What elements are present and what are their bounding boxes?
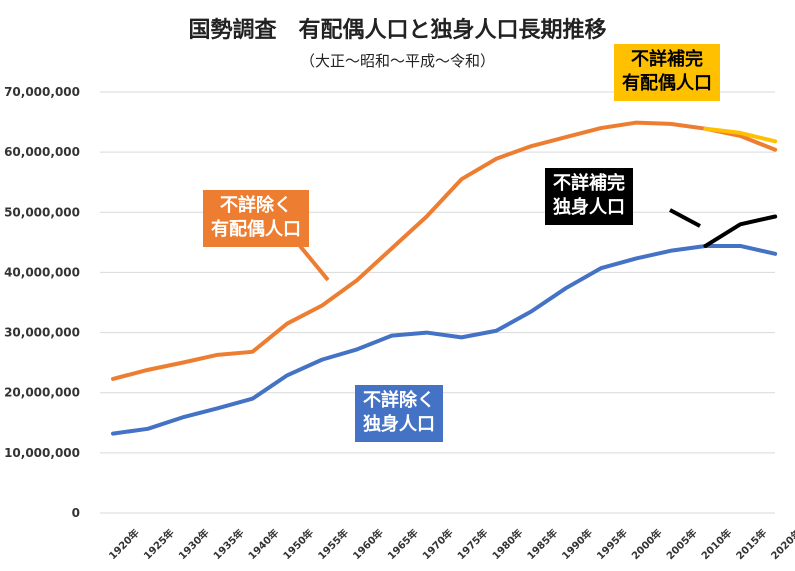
y-tick-label: 0 <box>72 506 80 520</box>
y-tick-label: 40,000,000 <box>4 265 80 279</box>
x-tick-label: 1930年 <box>176 526 212 562</box>
y-tick-label: 10,000,000 <box>4 446 80 460</box>
legend-single: 不詳除く 独身人口 <box>355 385 443 442</box>
legend-married: 不詳除く 有配偶人口 <box>203 190 309 247</box>
x-tick-label: 2005年 <box>664 526 700 562</box>
x-tick-label: 1925年 <box>141 526 177 562</box>
x-tick-label: 1995年 <box>594 526 630 562</box>
y-tick-label: 60,000,000 <box>4 145 80 159</box>
y-tick-label: 70,000,000 <box>4 85 80 99</box>
chart-title: 国勢調査 有配偶人口と独身人口長期推移 <box>188 18 607 43</box>
y-tick-label: 50,000,000 <box>4 205 80 219</box>
series-line-single <box>111 243 778 436</box>
series-lines <box>111 120 778 436</box>
x-tick-label: 1965年 <box>385 526 421 562</box>
legend-married-imputed: 不詳補完 有配偶人口 <box>614 44 720 101</box>
series-line-single_imputed <box>703 214 778 248</box>
x-tick-label: 2000年 <box>629 526 665 562</box>
x-tick-label: 1975年 <box>454 526 490 562</box>
x-tick-label: 1935年 <box>210 526 246 562</box>
x-tick-label: 1960年 <box>350 526 386 562</box>
x-tick-label: 2015年 <box>733 526 769 562</box>
legend-single-imputed: 不詳補完 独身人口 <box>545 168 633 225</box>
x-tick-label: 1955年 <box>315 526 351 562</box>
pointer-single-imputed <box>669 208 701 228</box>
chart-subtitle: （大正〜昭和〜平成〜令和） <box>299 52 495 70</box>
x-tick-label: 1940年 <box>245 526 281 562</box>
x-tick-label: 1950年 <box>280 526 316 562</box>
x-tick-label: 1985年 <box>524 526 560 562</box>
x-tick-label: 1920年 <box>106 526 142 562</box>
x-tick-label: 1990年 <box>559 526 595 562</box>
x-tick-label: 2020年 <box>768 526 795 562</box>
x-tick-label: 1970年 <box>420 526 456 562</box>
pointer-married <box>298 244 330 282</box>
series-line-married <box>111 120 778 381</box>
series-line-married_imputed <box>703 126 778 144</box>
x-tick-label: 2010年 <box>698 526 734 562</box>
x-tick-label: 1980年 <box>489 526 525 562</box>
x-axis-ticks: 1920年 1925年 1930年 1935年 1940年 1950年 1955年 1960年… <box>106 526 795 562</box>
y-tick-label: 30,000,000 <box>4 326 80 340</box>
gridlines <box>100 91 775 514</box>
y-axis-ticks: 0 10,000,000 20,000,000 30,000,000 40,000,00… <box>4 85 80 520</box>
callout-pointers <box>298 208 701 282</box>
y-tick-label: 20,000,000 <box>4 386 80 400</box>
